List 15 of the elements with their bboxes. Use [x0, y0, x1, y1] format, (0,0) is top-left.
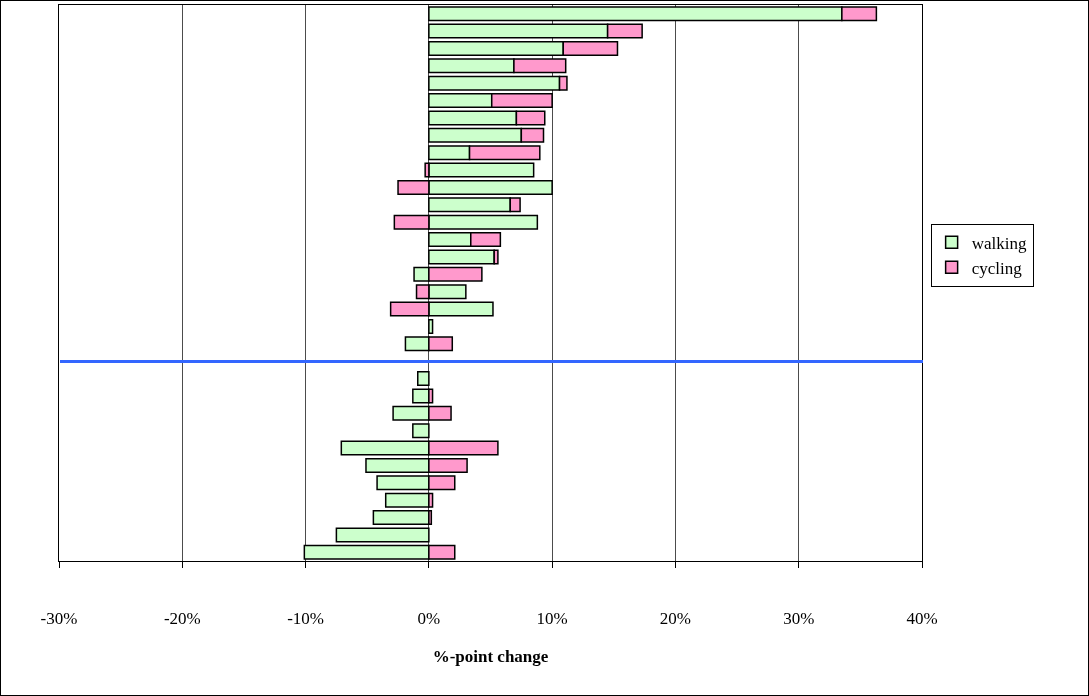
x-tick-label: 40% [906, 609, 938, 629]
bar [412, 388, 430, 404]
x-tick-label: 0% [417, 609, 441, 629]
bar [372, 510, 430, 526]
bar [428, 162, 535, 178]
x-axis-title: %-point change [432, 646, 549, 666]
legend-label: walking [971, 233, 1027, 253]
x-tick-label: 20% [659, 609, 692, 629]
bar [384, 492, 430, 508]
x-tick-label: -20% [163, 609, 201, 629]
legend-label: cycling [971, 258, 1023, 278]
x-tick-label: 30% [783, 609, 815, 629]
x-tick-label: -30% [40, 609, 78, 629]
x-tick-label: -10% [287, 609, 324, 629]
x-tick-label: 10% [536, 609, 568, 629]
